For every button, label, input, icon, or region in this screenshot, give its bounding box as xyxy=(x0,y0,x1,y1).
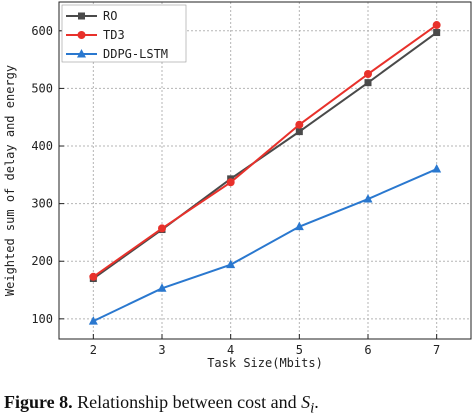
data-point-ddpg-lstm xyxy=(88,316,98,325)
x-tick-label: 7 xyxy=(433,343,440,357)
legend-marker-ro xyxy=(78,12,85,20)
caption-end: . xyxy=(314,392,319,412)
line-chart: 100 200 300 400 500 600 2 3 4 5 6 7 RO TD3 DDPG-LSTM… xyxy=(3,1,472,370)
y-tick-label: 400 xyxy=(31,139,53,153)
caption-text: Relationship between cost and xyxy=(72,392,302,412)
figure-caption: Figure 8. Relationship between cost and … xyxy=(4,392,470,418)
y-axis-ticks: 100 200 300 400 500 600 xyxy=(31,24,64,326)
caption-symbol: S xyxy=(301,392,311,412)
legend-label-ro: RO xyxy=(103,9,117,23)
data-point-td3 xyxy=(364,70,372,79)
x-tick-label: 4 xyxy=(227,343,234,357)
data-point-ddpg-lstm xyxy=(157,283,167,292)
data-point-ro xyxy=(295,128,303,136)
series-line-td3 xyxy=(92,24,438,278)
legend-marker-ddpg-lstm xyxy=(77,49,86,58)
caption-subscript: i xyxy=(310,400,315,417)
data-point-td3 xyxy=(226,178,235,187)
y-tick-label: 600 xyxy=(31,24,53,38)
x-tick-label: 6 xyxy=(364,343,371,357)
series-layer xyxy=(88,21,442,325)
y-tick-label: 500 xyxy=(31,81,53,95)
series-line-ro xyxy=(92,31,438,280)
data-point-ddpg-lstm xyxy=(363,194,373,203)
data-point-ddpg-lstm xyxy=(294,221,304,231)
data-point-ro xyxy=(364,79,372,87)
x-tick-label: 3 xyxy=(158,343,165,357)
series-ro xyxy=(89,29,441,283)
series-ddpg-lstm xyxy=(88,164,442,325)
data-point-td3 xyxy=(89,272,98,281)
figure-label: Figure 8. xyxy=(4,392,73,412)
data-point-ro xyxy=(433,29,441,37)
legend-marker-td3 xyxy=(77,31,86,39)
data-point-ddpg-lstm xyxy=(226,259,236,269)
data-point-td3 xyxy=(432,21,441,30)
series-td3 xyxy=(89,21,441,281)
series-line-ddpg-lstm xyxy=(92,168,438,323)
x-tick-label: 2 xyxy=(90,343,97,357)
data-point-td3 xyxy=(158,224,166,233)
legend-label-td3: TD3 xyxy=(103,28,125,42)
y-tick-label: 300 xyxy=(31,197,53,211)
y-tick-label: 200 xyxy=(31,254,53,268)
y-tick-label: 100 xyxy=(31,312,53,326)
legend: RO TD3 DDPG-LSTM xyxy=(61,4,187,63)
plot-frame xyxy=(58,1,472,340)
legend-label-ddpg-lstm: DDPG-LSTM xyxy=(103,47,168,61)
x-axis-title: Task Size(Mbits) xyxy=(207,356,323,370)
x-tick-label: 5 xyxy=(296,343,303,357)
x-axis-ticks: 2 3 4 5 6 7 xyxy=(90,334,440,357)
data-point-td3 xyxy=(295,120,304,129)
data-point-ddpg-lstm xyxy=(432,164,442,173)
y-axis-title: Weighted sum of delay and energy xyxy=(3,65,17,296)
